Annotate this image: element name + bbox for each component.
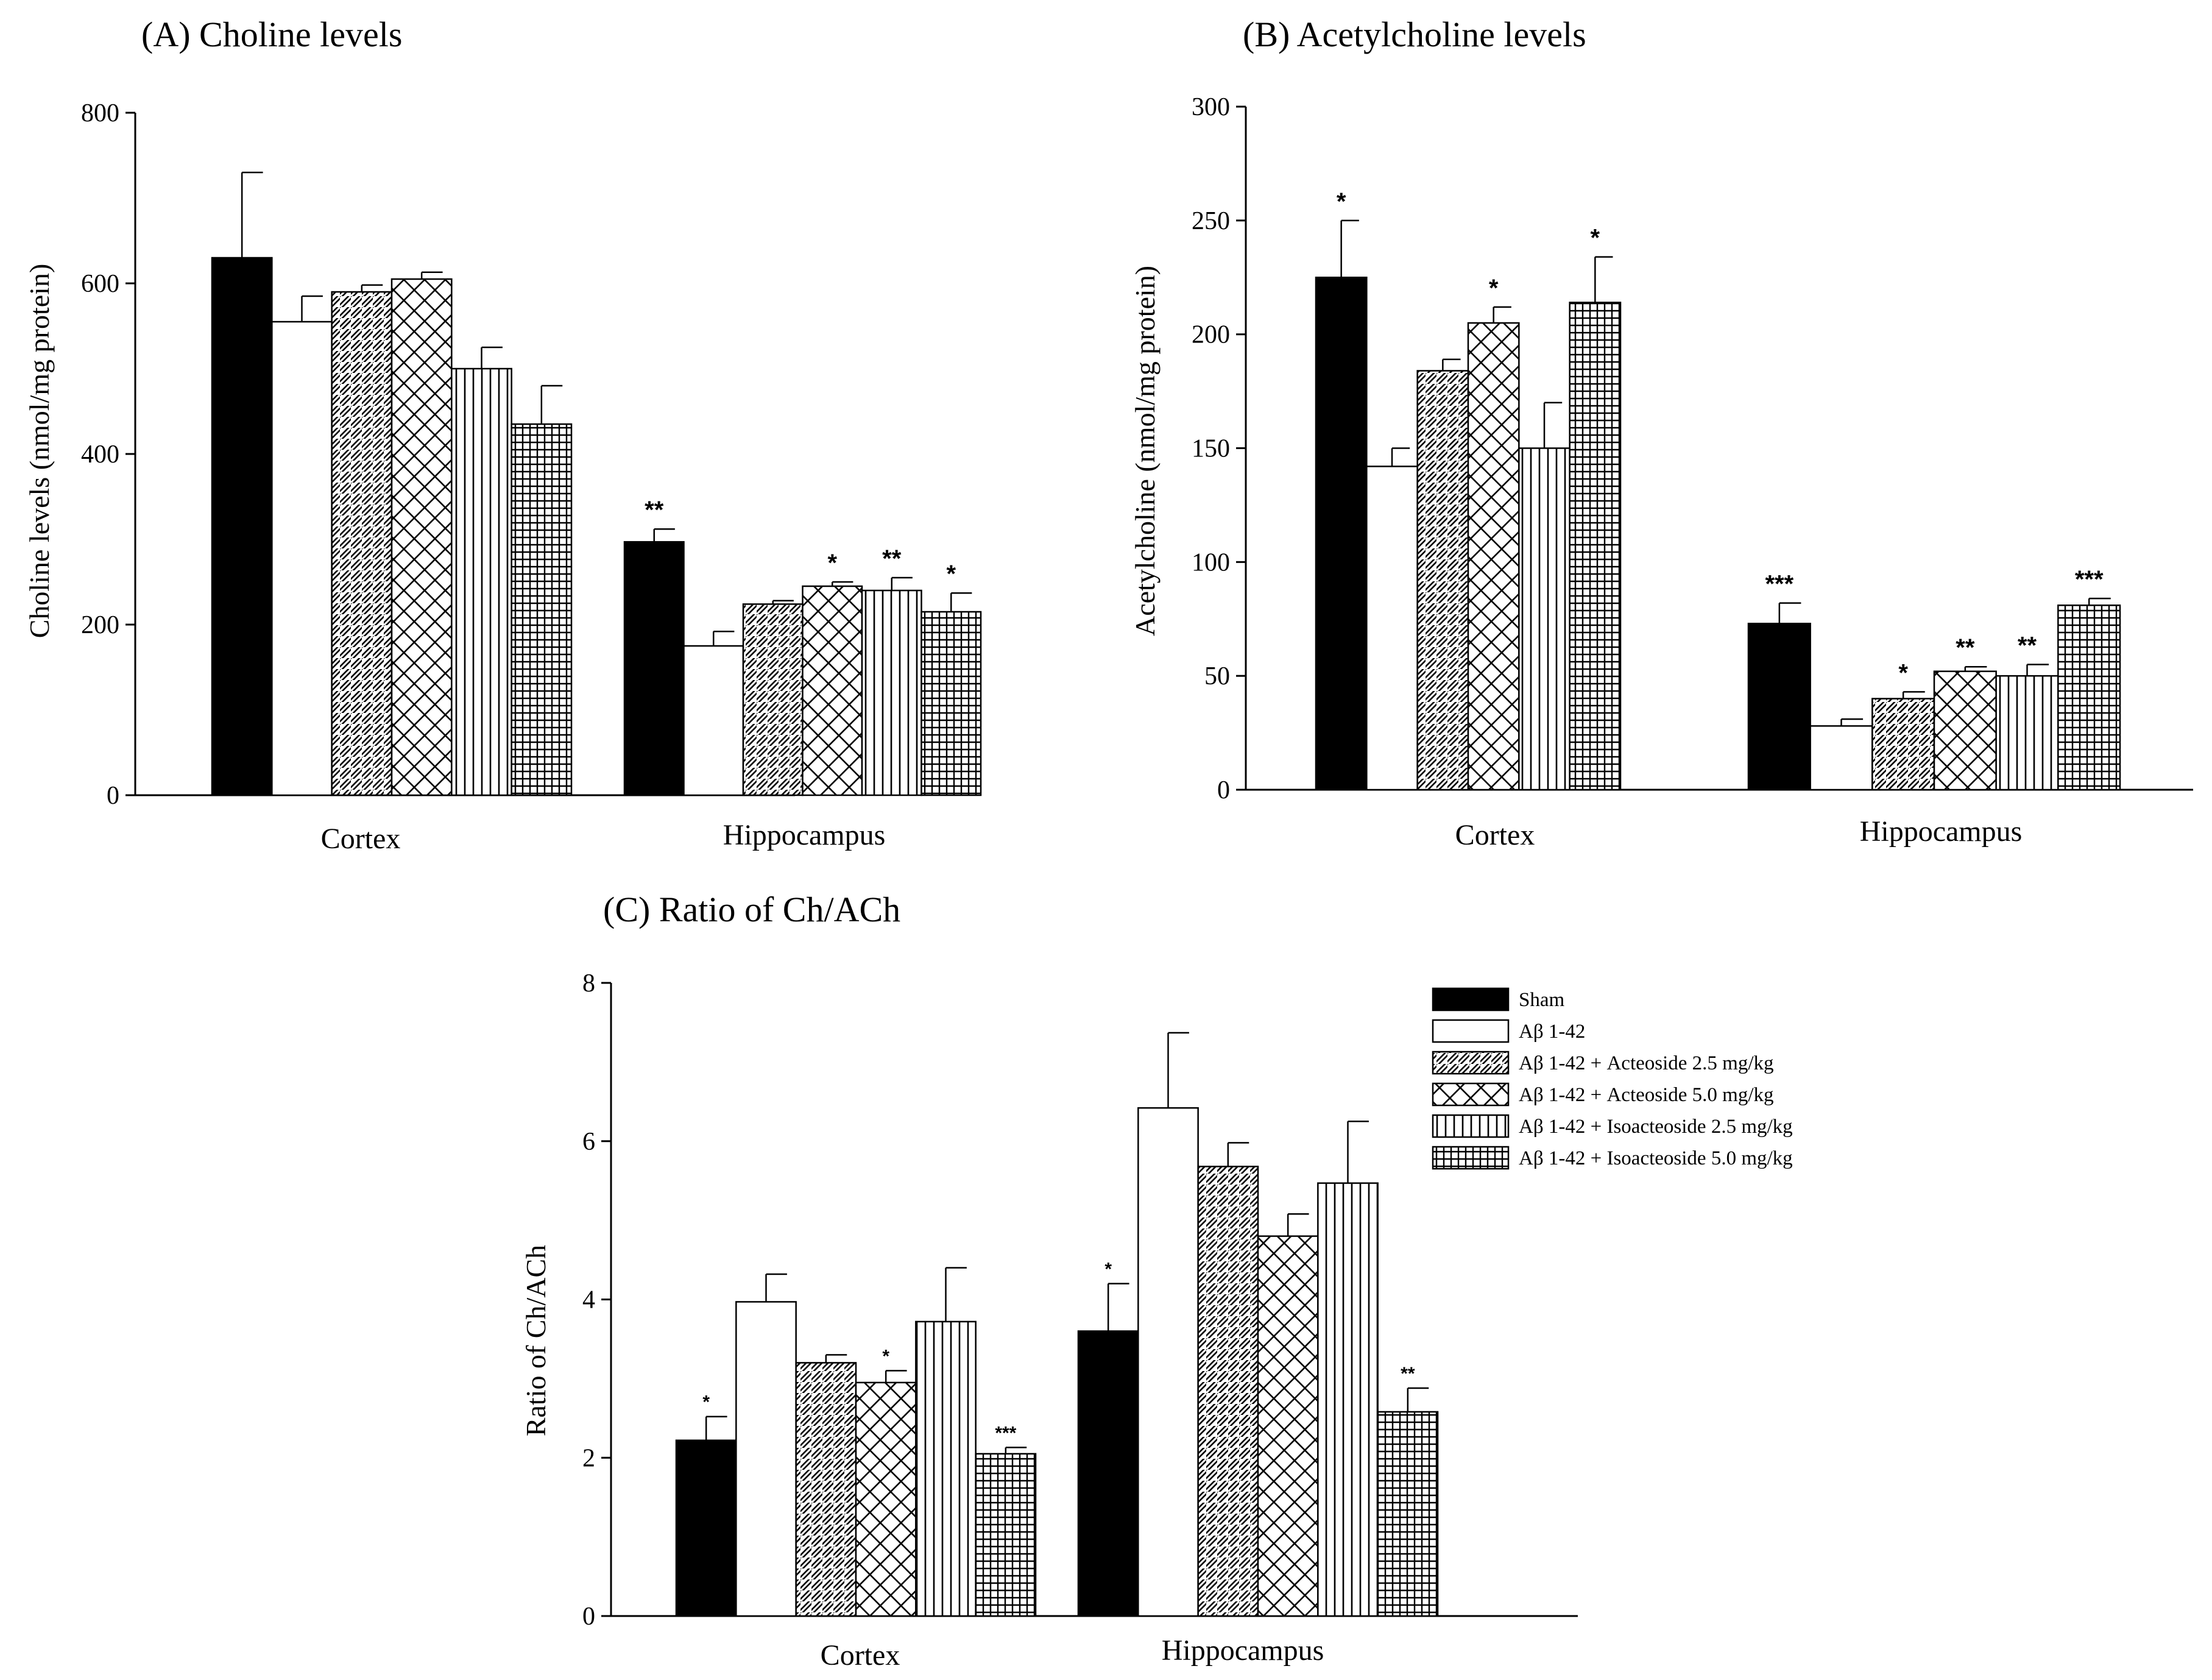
panel-a-bar-sham-hippocampus xyxy=(623,541,685,796)
panel-a-bar-acteoside-5-0-cortex xyxy=(390,278,453,796)
panel-c-bar-isoacteoside-2-5-hippocampus xyxy=(1317,1182,1379,1617)
panel-b-significance-label: ** xyxy=(2018,632,2037,659)
panel-b-bar-acteoside-2-5-hippocampus xyxy=(1871,698,1935,791)
panel-a-title: (A) Choline levels xyxy=(141,15,402,54)
panel-c-y-tick-label: 4 xyxy=(582,1286,595,1314)
panel-c-significance-label: *** xyxy=(995,1423,1016,1443)
panel-a-y-axis-label: Choline levels (nmol/mg protein) xyxy=(24,264,55,639)
panel-c-y-tick-label: 8 xyxy=(582,969,595,998)
panel-b-y-tick-label: 50 xyxy=(1204,662,1230,690)
legend-label-acteoside-2-5: Aβ 1-42 + Acteoside 2.5 mg/kg xyxy=(1519,1052,1774,1074)
panel-a-significance-label: * xyxy=(827,550,837,576)
panel-b-bar-abeta-cortex xyxy=(1366,466,1418,791)
panel-b-y-axis-label: Acetylcholine (nmol/mg protein) xyxy=(1129,266,1161,636)
panel-a-bar-isoacteoside-5-0-cortex xyxy=(511,423,573,796)
panel-b-significance-label: *** xyxy=(2075,566,2104,593)
legend-swatch-isoacteoside-5-0 xyxy=(1432,1146,1510,1170)
legend: Sham Aβ 1-42 Aβ 1-42 + Acteoside 2.5 mg/… xyxy=(1432,987,1793,1170)
panel-b-category-cortex: Cortex xyxy=(1455,819,1535,851)
panel-b-bar-isoacteoside-2-5-hippocampus xyxy=(1995,675,2059,791)
legend-swatch-acteoside-2-5 xyxy=(1432,1051,1510,1075)
panel-a-y-tick-label: 0 xyxy=(107,782,119,810)
panel-c-significance-label: * xyxy=(1104,1260,1112,1280)
legend-swatch-sham xyxy=(1432,987,1510,1012)
panel-b-title: (B) Acetylcholine levels xyxy=(1243,15,1586,54)
legend-label-acteoside-5-0: Aβ 1-42 + Acteoside 5.0 mg/kg xyxy=(1519,1084,1774,1106)
panel-c-significance-label: ** xyxy=(1401,1364,1415,1384)
panel-a-bar-isoacteoside-2-5-cortex xyxy=(451,367,512,796)
panel-a-significance-label: ** xyxy=(882,545,902,572)
panel-c-bar-acteoside-2-5-hippocampus xyxy=(1197,1166,1259,1617)
panel-a-bar-isoacteoside-5-0-hippocampus xyxy=(920,611,982,796)
panel-a-bar-abeta-cortex xyxy=(271,321,333,796)
panel-b-y-tick-label: 0 xyxy=(1217,776,1230,804)
panel-c-y-tick-label: 0 xyxy=(582,1603,595,1631)
panel-a-category-hippocampus: Hippocampus xyxy=(723,819,886,851)
legend-swatch-abeta xyxy=(1432,1019,1510,1043)
panel-c-bar-isoacteoside-5-0-hippocampus xyxy=(1377,1411,1439,1617)
panel-c-y-tick-label: 6 xyxy=(582,1128,595,1156)
panel-a-bar-acteoside-2-5-hippocampus xyxy=(742,603,804,796)
panel-c-y-axis-label: Ratio of Ch/ACh xyxy=(520,1245,551,1436)
panel-c-bar-acteoside-5-0-cortex xyxy=(855,1381,917,1617)
panel-b-significance-label: ** xyxy=(1956,634,1975,661)
panel-a-bar-isoacteoside-2-5-hippocampus xyxy=(861,589,922,796)
panel-b-bar-abeta-hippocampus xyxy=(1809,725,1873,791)
panel-b-bar-sham-cortex xyxy=(1315,277,1368,791)
panel-a-bar-acteoside-5-0-hippocampus xyxy=(802,585,863,796)
panel-c-bar-abeta-cortex xyxy=(735,1301,797,1617)
panel-b-significance-label: *** xyxy=(1765,571,1793,598)
panel-a-y-tick-label: 200 xyxy=(81,611,119,639)
panel-b-y-tick-label: 100 xyxy=(1192,548,1230,576)
panel-c-significance-label: * xyxy=(882,1346,889,1366)
panel-c-y-tick-label: 2 xyxy=(582,1444,595,1472)
panel-b-bar-isoacteoside-5-0-cortex xyxy=(1569,302,1622,791)
panel-c-bar-acteoside-2-5-cortex xyxy=(795,1362,857,1617)
panel-a-y-tick-label: 400 xyxy=(81,441,119,469)
panel-c-significance-label: * xyxy=(702,1392,710,1412)
panel-ratio: (C) Ratio of Ch/ACh Ratio of Ch/ACh Cort… xyxy=(520,890,1578,1671)
panel-a-bar-sham-cortex xyxy=(211,257,273,796)
panel-b-significance-label: * xyxy=(1337,188,1346,215)
panel-b-significance-label: * xyxy=(1591,225,1600,252)
panel-c-bar-isoacteoside-2-5-cortex xyxy=(915,1320,977,1617)
panel-c-bar-sham-hippocampus xyxy=(1077,1330,1139,1617)
panel-b-category-hippocampus: Hippocampus xyxy=(1860,815,2023,848)
panel-c-bar-isoacteoside-5-0-cortex xyxy=(975,1453,1037,1617)
legend-swatch-isoacteoside-2-5 xyxy=(1432,1114,1510,1138)
panel-acetylcholine: (B) Acetylcholine levels Acetylcholine (… xyxy=(1129,15,2193,851)
panel-a-y-tick-label: 600 xyxy=(81,270,119,298)
panel-b-bar-isoacteoside-2-5-cortex xyxy=(1518,447,1571,791)
panel-c-bar-abeta-hippocampus xyxy=(1137,1107,1199,1617)
legend-label-isoacteoside-2-5: Aβ 1-42 + Isoacteoside 2.5 mg/kg xyxy=(1519,1116,1793,1138)
panel-b-y-tick-label: 300 xyxy=(1192,93,1230,121)
panel-c-category-cortex: Cortex xyxy=(821,1639,900,1671)
panel-a-bar-acteoside-2-5-cortex xyxy=(331,291,393,796)
panel-a-significance-label: * xyxy=(946,561,956,587)
panel-b-y-tick-label: 250 xyxy=(1192,207,1230,235)
panel-b-y-tick-label: 200 xyxy=(1192,321,1230,349)
panel-c-bar-sham-cortex xyxy=(675,1439,737,1617)
panel-choline: (A) Choline levels Choline levels (nmol/… xyxy=(24,15,982,855)
panel-b-y-tick-label: 150 xyxy=(1192,435,1230,463)
panel-b-bar-isoacteoside-5-0-hippocampus xyxy=(2057,604,2121,791)
legend-label-abeta: Aβ 1-42 xyxy=(1519,1021,1585,1043)
panel-b-bar-sham-hippocampus xyxy=(1747,622,1811,791)
panel-b-bar-acteoside-5-0-cortex xyxy=(1467,322,1520,791)
panel-a-significance-label: ** xyxy=(645,497,664,523)
legend-label-sham: Sham xyxy=(1519,989,1565,1011)
panel-b-significance-label: * xyxy=(1898,659,1908,686)
panel-b-bar-acteoside-5-0-hippocampus xyxy=(1933,670,1997,791)
legend-label-isoacteoside-5-0: Aβ 1-42 + Isoacteoside 5.0 mg/kg xyxy=(1519,1147,1793,1169)
panel-b-significance-label: * xyxy=(1489,275,1499,302)
panel-a-category-cortex: Cortex xyxy=(321,823,401,855)
panel-c-category-hippocampus: Hippocampus xyxy=(1162,1634,1324,1667)
panel-a-y-tick-label: 800 xyxy=(81,99,119,127)
panel-c-bar-acteoside-5-0-hippocampus xyxy=(1257,1235,1319,1617)
panel-a-bar-abeta-hippocampus xyxy=(683,645,744,796)
legend-swatch-acteoside-5-0 xyxy=(1432,1082,1510,1107)
panel-b-bar-acteoside-2-5-cortex xyxy=(1416,370,1469,791)
panel-c-title: (C) Ratio of Ch/ACh xyxy=(603,890,900,929)
